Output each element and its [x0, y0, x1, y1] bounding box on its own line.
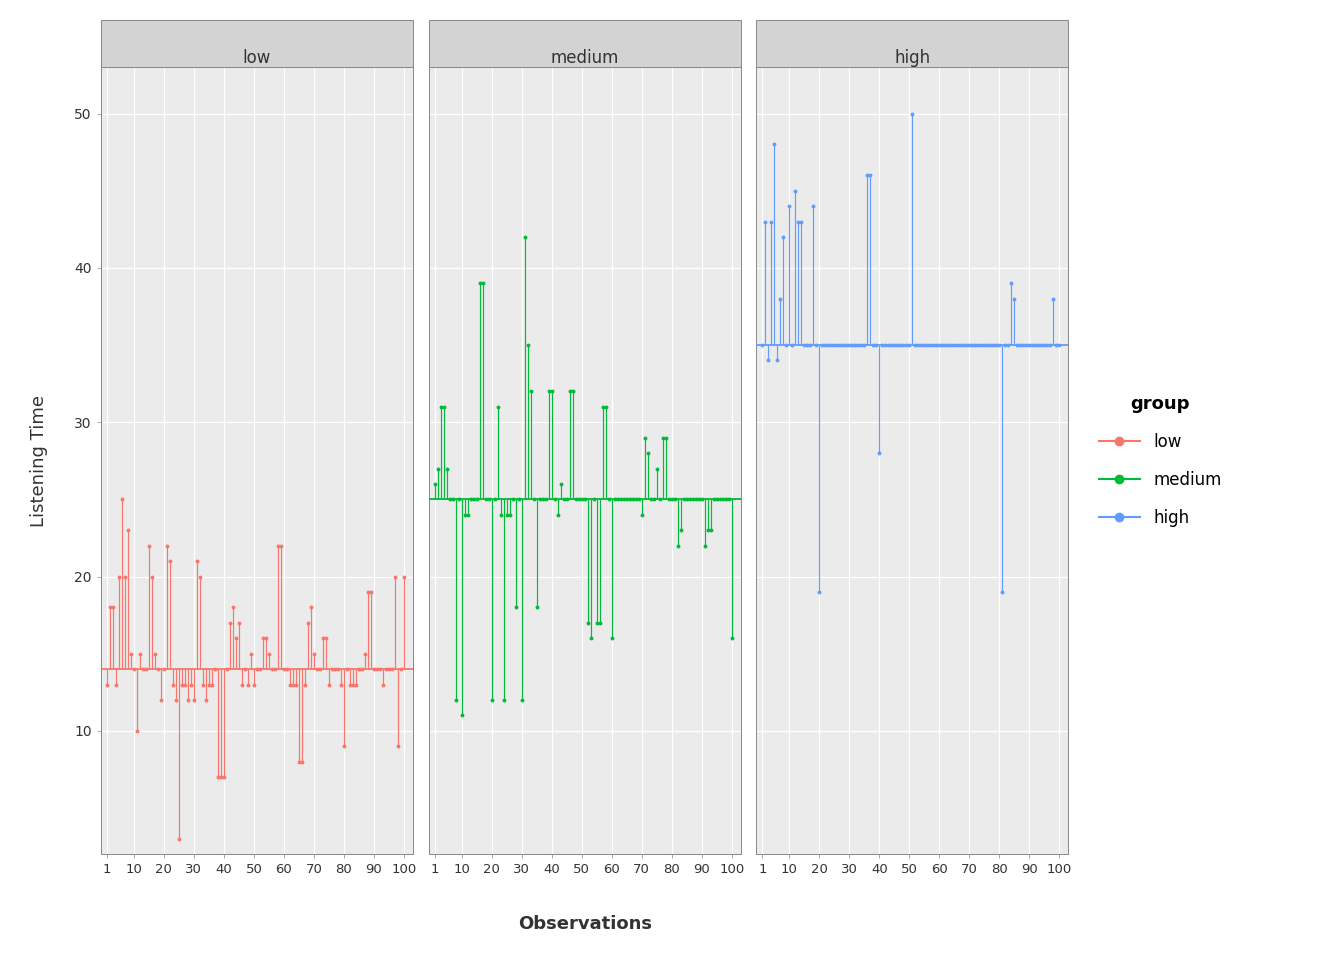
Text: medium: medium — [551, 49, 618, 67]
Text: Observations: Observations — [517, 915, 652, 933]
Bar — [101, 20, 413, 67]
Text: low: low — [243, 49, 271, 67]
Bar — [429, 20, 741, 67]
Bar — [757, 20, 1068, 67]
Text: Listening Time: Listening Time — [30, 395, 47, 527]
Text: high: high — [894, 49, 930, 67]
Legend: low, medium, high: low, medium, high — [1090, 387, 1230, 535]
